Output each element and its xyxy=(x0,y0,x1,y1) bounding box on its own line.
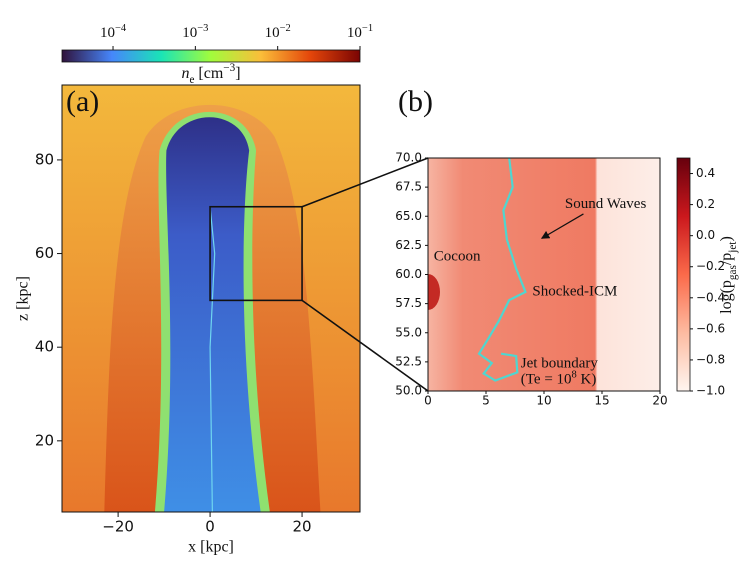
axes-frame xyxy=(61,84,361,513)
y-tick-label: 60.0 xyxy=(395,267,422,281)
y-tick-label: 65.0 xyxy=(395,209,422,223)
annotation: Cocoon xyxy=(434,248,481,264)
panel-label: (a) xyxy=(66,85,99,118)
colorbar-tick-label: 10−2 xyxy=(265,23,291,42)
colorbar-tick-label: 10−3 xyxy=(182,23,208,42)
text-part: ) xyxy=(718,236,735,241)
tick-exponent: −2 xyxy=(280,23,291,34)
text-part: 8 xyxy=(572,369,577,380)
tick-exponent: −3 xyxy=(197,23,208,34)
x-tick-label: −20 xyxy=(102,518,134,536)
background xyxy=(428,158,660,391)
x-tick-label: 15 xyxy=(594,394,609,408)
jet xyxy=(164,117,261,512)
annotation: Shocked-ICM xyxy=(532,283,617,299)
y-tick-label: 50.0 xyxy=(395,384,422,398)
image xyxy=(428,158,660,391)
x-axis-label: x [kpc] xyxy=(188,539,234,556)
y-tick-label: 20 xyxy=(35,431,54,449)
text-part: log(p xyxy=(718,280,735,314)
y-axis-label: z [kpc] xyxy=(15,276,32,321)
image xyxy=(62,85,360,512)
y-tick-label: 62.5 xyxy=(395,238,422,252)
text-part: K) xyxy=(577,372,597,388)
tick-exponent: −4 xyxy=(115,23,127,34)
colorbar-tick-label: 10−1 xyxy=(347,23,373,42)
y-tick-label: 80 xyxy=(35,150,54,168)
dense-blob xyxy=(428,273,440,310)
tick-base: 10 xyxy=(265,25,280,41)
colorbar-tick-label: 10−4 xyxy=(100,23,127,42)
x-tick-label: 20 xyxy=(293,518,312,536)
annotation-arrow xyxy=(540,213,584,239)
annotation: Sound Waves xyxy=(565,196,647,212)
colorbar-tick-label: −1.0 xyxy=(696,384,725,398)
text-part: n xyxy=(181,65,189,82)
x-tick-label: 0 xyxy=(424,394,432,408)
text-part: (Te = 10 xyxy=(521,372,572,388)
colorbar xyxy=(61,49,361,63)
x-tick-label: 20 xyxy=(652,394,667,408)
annotation: Jet boundary xyxy=(521,356,599,372)
tick-base: 10 xyxy=(347,25,362,41)
x-tick-label: 0 xyxy=(205,518,215,536)
colorbar xyxy=(676,157,691,392)
colorbar-tick-label: 0.4 xyxy=(696,166,715,180)
text-part: [cm xyxy=(194,65,223,82)
text-part: −3 xyxy=(223,62,235,74)
text-part: jet xyxy=(727,241,739,254)
jet-boundary xyxy=(477,158,527,382)
tick-base: 10 xyxy=(182,25,197,41)
tick-exponent: −1 xyxy=(362,23,373,34)
text-part: e xyxy=(189,74,194,86)
colorbar-tick-label: −0.8 xyxy=(696,352,725,366)
y-tick-label: 40 xyxy=(35,338,54,356)
panel-label: (b) xyxy=(398,85,433,118)
zoom-connector xyxy=(301,157,429,208)
colorbar-label: log(pgas/pjet) xyxy=(718,236,739,314)
colorbar-tick-label: 0.2 xyxy=(696,197,715,211)
y-tick-label: 67.5 xyxy=(395,180,422,194)
colorbar-tick-label: −0.4 xyxy=(696,290,725,304)
text-part: ] xyxy=(235,65,240,82)
annotation: (Te = 108 K) xyxy=(521,369,597,388)
zoom-connector xyxy=(301,299,429,392)
colorbar-tick-label: 0.0 xyxy=(696,228,715,242)
tick-base: 10 xyxy=(100,25,115,41)
colorbar-label: ne [cm−3] xyxy=(181,62,240,86)
text-part: /p xyxy=(718,253,735,265)
y-tick-label: 55.0 xyxy=(395,325,422,339)
y-tick-label: 70.0 xyxy=(395,151,422,165)
zoom-box xyxy=(209,205,303,302)
colorbar-tick-label: −0.6 xyxy=(696,321,725,335)
x-tick-label: 10 xyxy=(536,394,551,408)
colorbar-tick-label: −0.2 xyxy=(696,259,725,273)
y-tick-label: 52.5 xyxy=(395,354,422,368)
y-tick-label: 57.5 xyxy=(395,296,422,310)
text-part: gas xyxy=(727,265,739,280)
y-tick-label: 60 xyxy=(35,244,54,262)
x-tick-label: 5 xyxy=(482,394,490,408)
